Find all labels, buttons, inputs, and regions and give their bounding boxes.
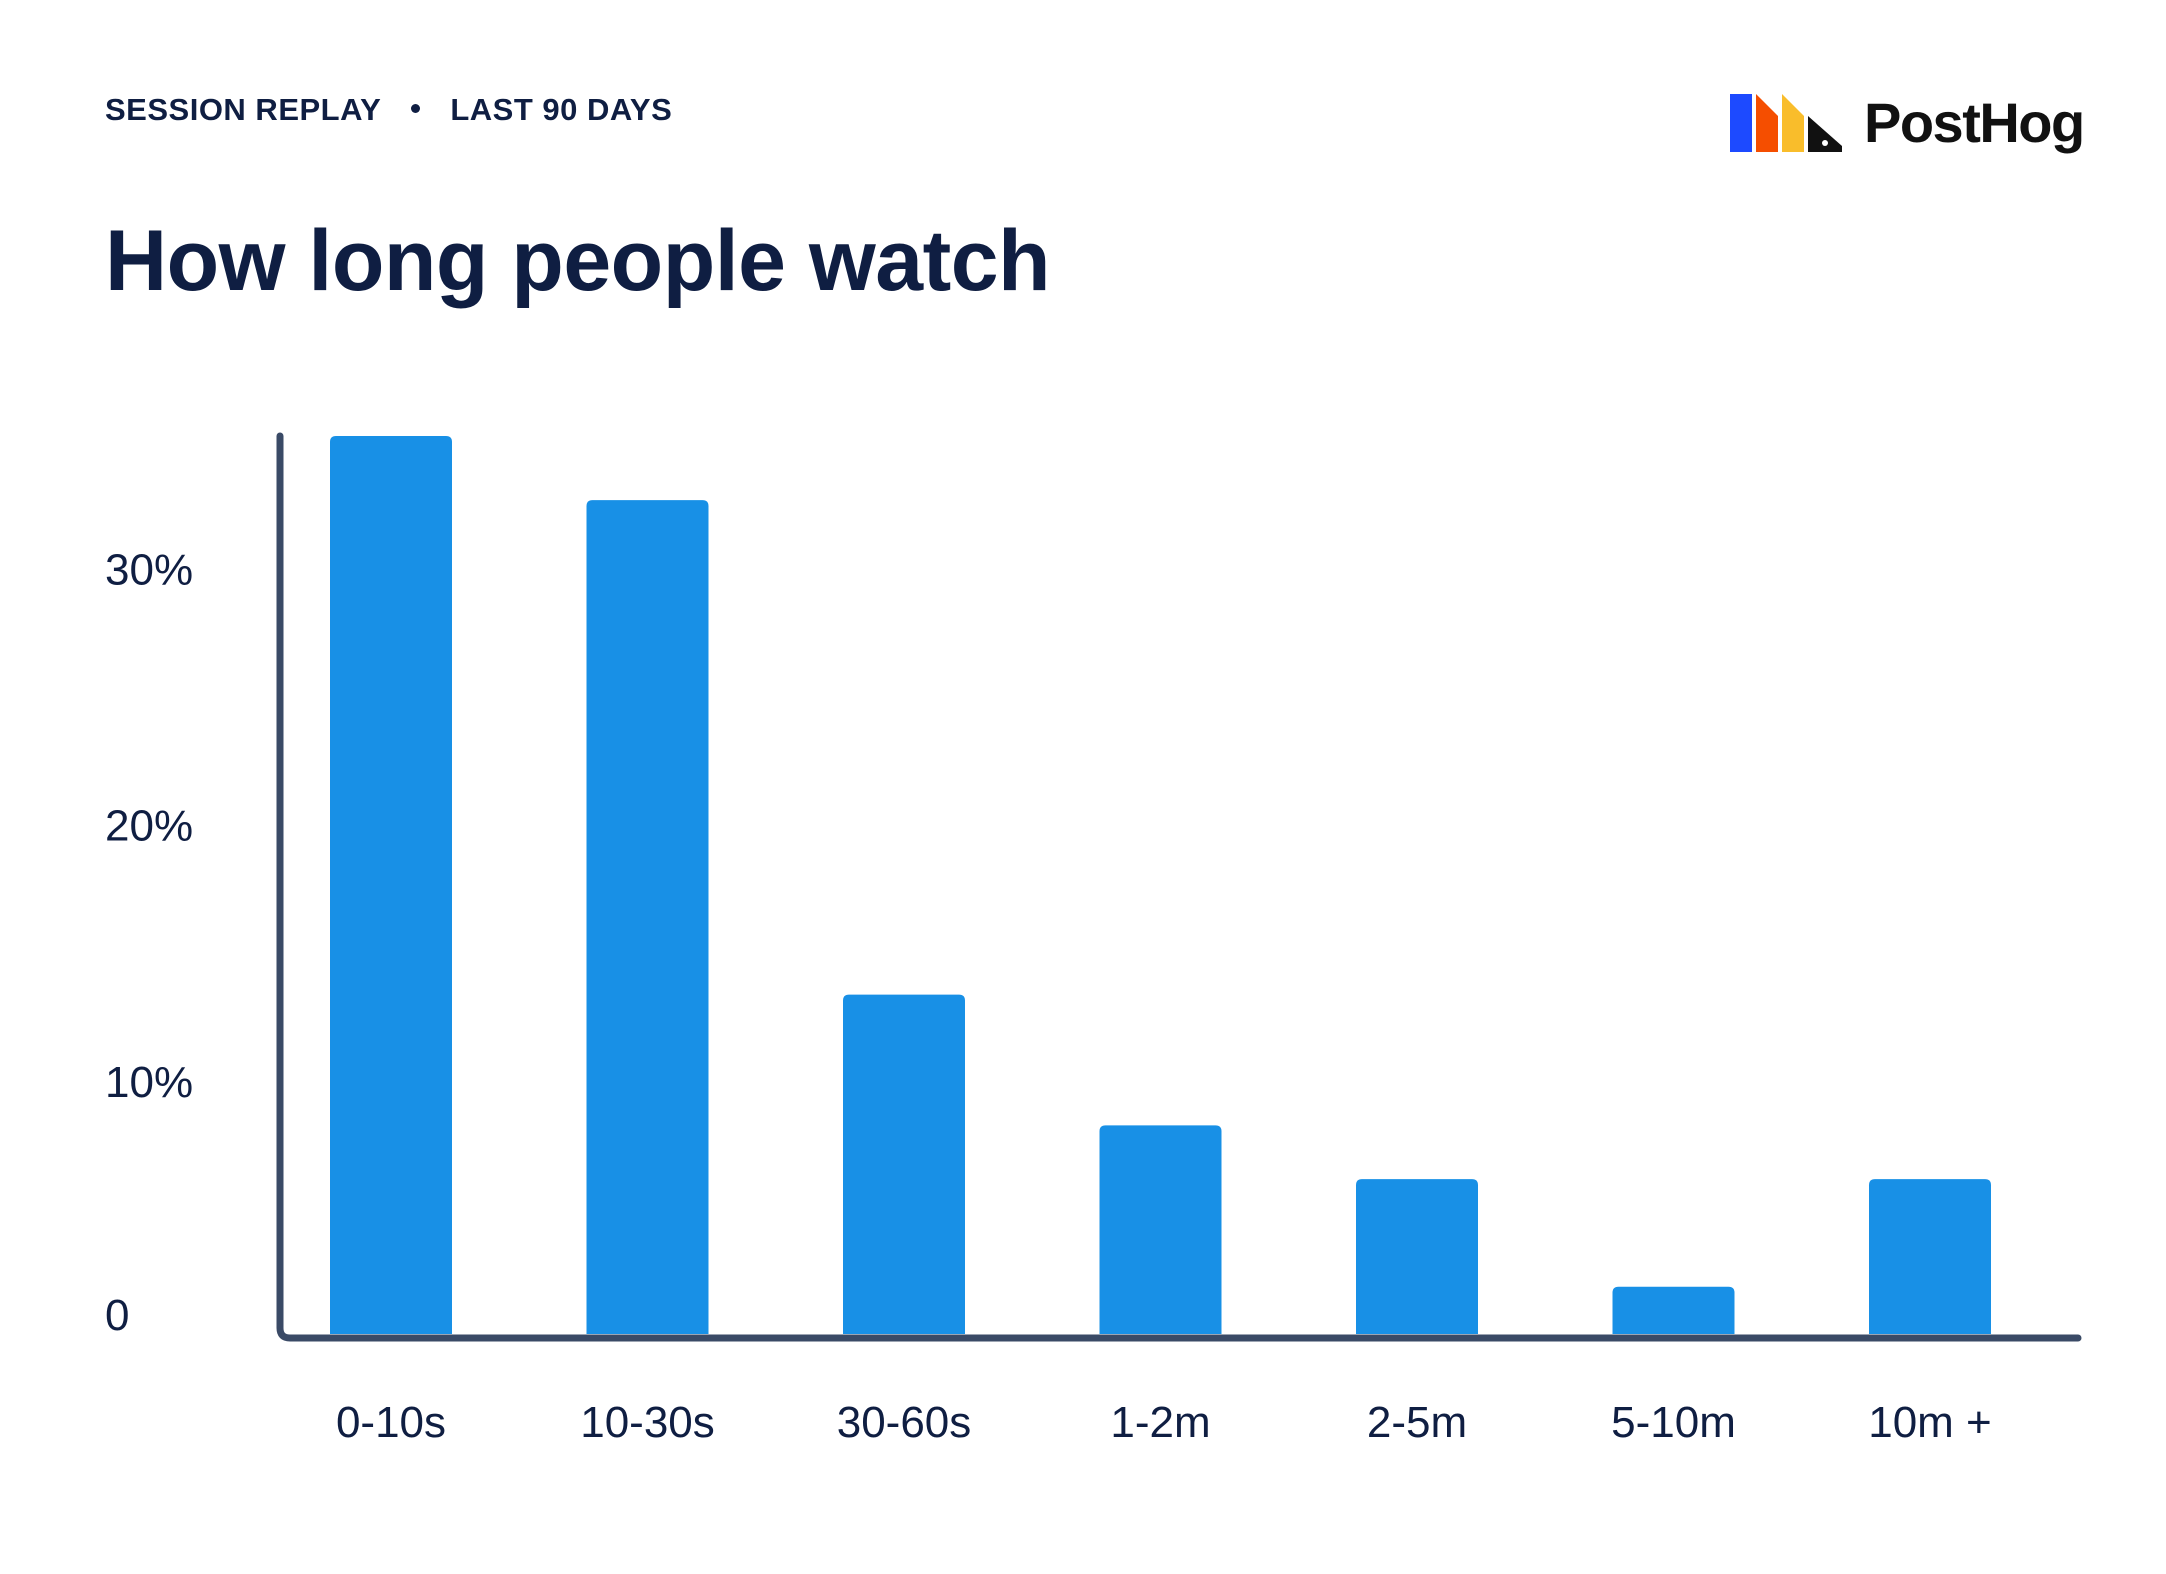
y-tick-label: 10%	[105, 1058, 193, 1107]
posthog-logo: PostHog	[1730, 88, 2085, 158]
posthog-logo-icon	[1730, 94, 1842, 152]
bar-10m	[1869, 1179, 1991, 1334]
x-category-label: 2-5m	[1367, 1398, 1467, 1447]
bars	[330, 436, 1991, 1334]
y-axis-ticks: 0 10% 20% 30%	[105, 545, 193, 1340]
chart-axes	[276, 432, 2082, 1342]
y-tick-label: 0	[105, 1291, 129, 1340]
x-category-label: 5-10m	[1611, 1398, 1736, 1447]
x-category-label: 10-30s	[580, 1398, 715, 1447]
chart-eyebrow: SESSION REPLAY LAST 90 DAYS	[105, 92, 672, 128]
x-category-label: 1-2m	[1110, 1398, 1210, 1447]
eyebrow-period: LAST 90 DAYS	[450, 92, 673, 127]
bar-0-10s	[330, 436, 452, 1334]
bar-2-5m	[1356, 1179, 1478, 1334]
chart-title: How long people watch	[105, 213, 1051, 309]
y-tick-label: 20%	[105, 802, 193, 851]
x-category-label: 0-10s	[336, 1398, 446, 1447]
x-category-label: 30-60s	[837, 1398, 972, 1447]
bar-1-2m	[1099, 1125, 1222, 1334]
eyebrow-separator-dot	[411, 104, 421, 114]
y-tick-label: 30%	[105, 545, 193, 594]
bar-30-60s	[843, 994, 965, 1334]
bar-10-30s	[586, 500, 709, 1334]
x-category-label: 10m +	[1868, 1398, 1992, 1447]
posthog-wordmark: PostHog	[1864, 91, 2085, 154]
x-axis-labels: 0-10s 10-30s 30-60s 1-2m 2-5m 5-10m 10m +	[336, 1398, 1992, 1447]
eyebrow-product: SESSION REPLAY	[105, 92, 382, 127]
bar-5-10m	[1612, 1286, 1735, 1334]
